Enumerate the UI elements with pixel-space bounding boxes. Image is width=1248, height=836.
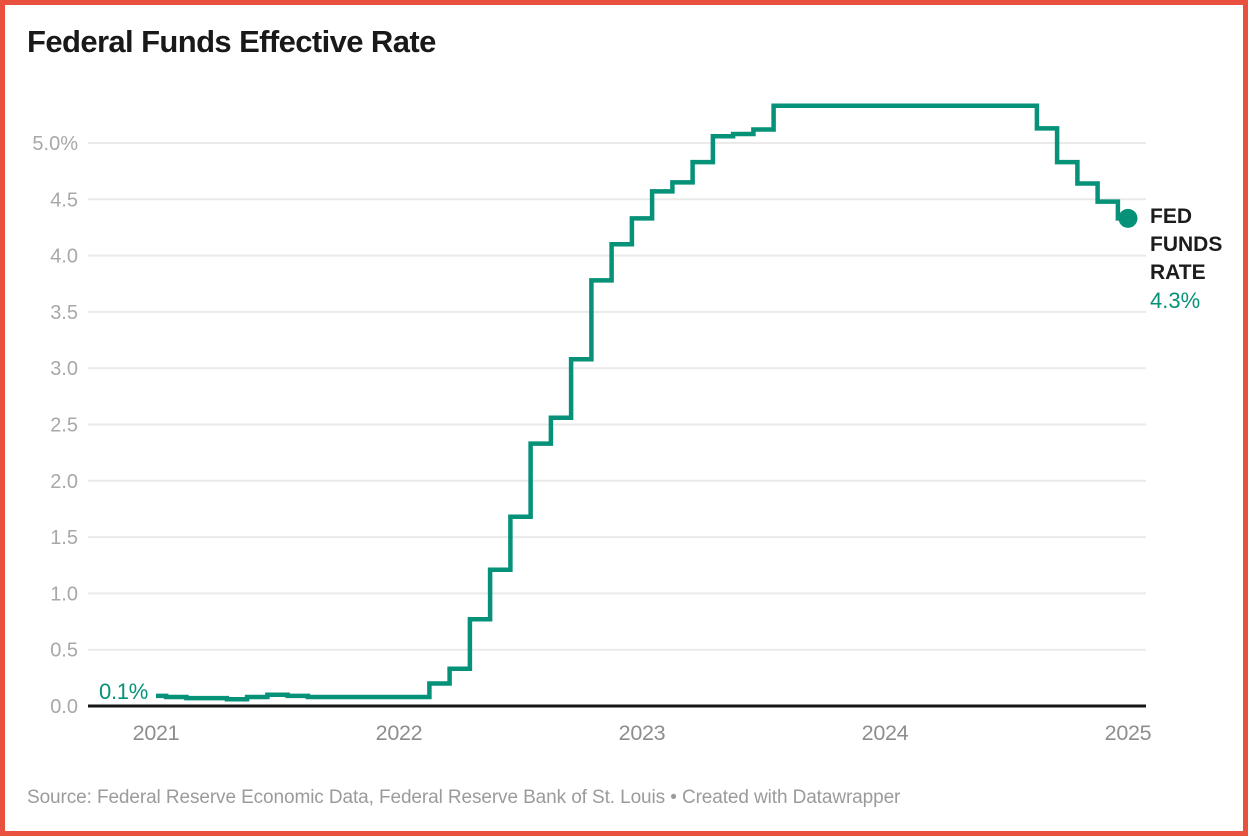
x-axis-tick-label: 2023 xyxy=(619,721,666,745)
source-attribution: Source: Federal Reserve Economic Data, F… xyxy=(27,787,901,808)
series-end-label-line3: RATE xyxy=(1150,261,1206,284)
y-axis-tick-label: 4.5 xyxy=(50,189,78,211)
y-axis-tick-label: 5.0% xyxy=(32,133,78,155)
y-axis-tick-label: 0.0 xyxy=(50,696,78,718)
y-axis-tick-label: 2.0 xyxy=(50,471,78,493)
series-end-label-line1: FED xyxy=(1150,205,1192,228)
end-value-label: 4.3% xyxy=(1150,288,1201,313)
series-end-label: FED FUNDS RATE xyxy=(1150,203,1222,287)
x-axis-tick-label: 2025 xyxy=(1105,721,1152,745)
x-axis-tick-label: 2024 xyxy=(862,721,909,745)
y-axis-tick-label: 3.5 xyxy=(50,302,78,324)
chart-title: Federal Funds Effective Rate xyxy=(27,24,436,59)
y-axis-tick-label: 1.0 xyxy=(50,583,78,605)
x-axis-tick-label: 2022 xyxy=(376,721,423,745)
end-point-dot xyxy=(1118,208,1138,228)
y-axis-tick-label: 3.0 xyxy=(50,358,78,380)
y-axis-tick-label: 0.5 xyxy=(50,640,78,662)
y-axis-tick-label: 1.5 xyxy=(50,527,78,549)
x-axis-tick-label: 2021 xyxy=(133,721,180,745)
rate-step-line xyxy=(156,103,1128,702)
y-axis-tick-label: 4.0 xyxy=(50,246,78,268)
y-axis-tick-label: 2.5 xyxy=(50,415,78,437)
start-value-label: 0.1% xyxy=(99,679,148,704)
series-end-label-line2: FUNDS xyxy=(1150,233,1223,256)
